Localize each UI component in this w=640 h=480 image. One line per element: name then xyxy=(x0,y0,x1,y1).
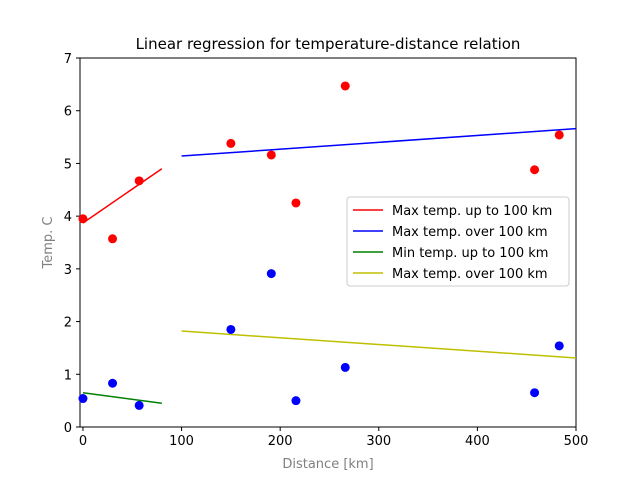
regression-line xyxy=(82,168,163,224)
legend-label: Max temp. over 100 km xyxy=(392,225,548,240)
y-axis-label: Temp. C xyxy=(41,217,56,270)
legend-label: Max temp. up to 100 km xyxy=(392,204,552,219)
regression-line xyxy=(82,391,162,405)
data-point xyxy=(554,130,564,140)
y-tick-label: 5 xyxy=(64,157,72,172)
data-point xyxy=(134,400,144,410)
data-point xyxy=(226,138,236,148)
x-tick-label: 200 xyxy=(268,434,293,449)
data-point xyxy=(530,165,540,175)
legend-label: Max temp. over 100 km xyxy=(392,267,548,282)
regression-line xyxy=(181,127,577,157)
y-tick-label: 6 xyxy=(64,105,72,120)
x-tick-label: 400 xyxy=(465,434,490,449)
x-tick-label: 0 xyxy=(79,434,87,449)
x-tick-label: 100 xyxy=(169,434,194,449)
chart-title: Linear regression for temperature-distan… xyxy=(136,35,521,53)
x-tick-label: 500 xyxy=(564,434,589,449)
data-point xyxy=(291,198,301,208)
y-tick-label: 3 xyxy=(64,263,72,278)
x-tick-label: 300 xyxy=(366,434,391,449)
data-point xyxy=(78,214,88,224)
regression-line xyxy=(181,330,577,359)
legend-items: Max temp. up to 100 km Max temp. over 100… xyxy=(353,204,552,282)
data-point xyxy=(266,150,276,160)
data-point xyxy=(78,394,88,404)
x-axis-label: Distance [km] xyxy=(282,457,373,472)
data-point xyxy=(530,388,540,398)
y-tick-label: 4 xyxy=(64,210,72,225)
data-point xyxy=(108,378,118,388)
y-tick-label: 1 xyxy=(64,368,72,383)
data-point xyxy=(554,341,564,351)
y-tick-label: 2 xyxy=(64,316,72,331)
data-point xyxy=(134,176,144,186)
legend-box xyxy=(346,196,570,287)
y-tick-label: 7 xyxy=(64,52,72,67)
data-point xyxy=(340,81,350,91)
y-tick-label: 0 xyxy=(64,421,72,436)
legend: Max temp. up to 100 km Max temp. over 100… xyxy=(346,196,570,287)
legend-label: Min temp. up to 100 km xyxy=(392,246,548,261)
data-point xyxy=(266,269,276,279)
data-point xyxy=(226,324,236,334)
data-point xyxy=(291,396,301,406)
data-point xyxy=(108,234,118,244)
data-point xyxy=(340,362,350,372)
marks-layer: 0 100 200 300 400 500 0 1 2 3 4 5 6 7 xyxy=(64,52,589,449)
